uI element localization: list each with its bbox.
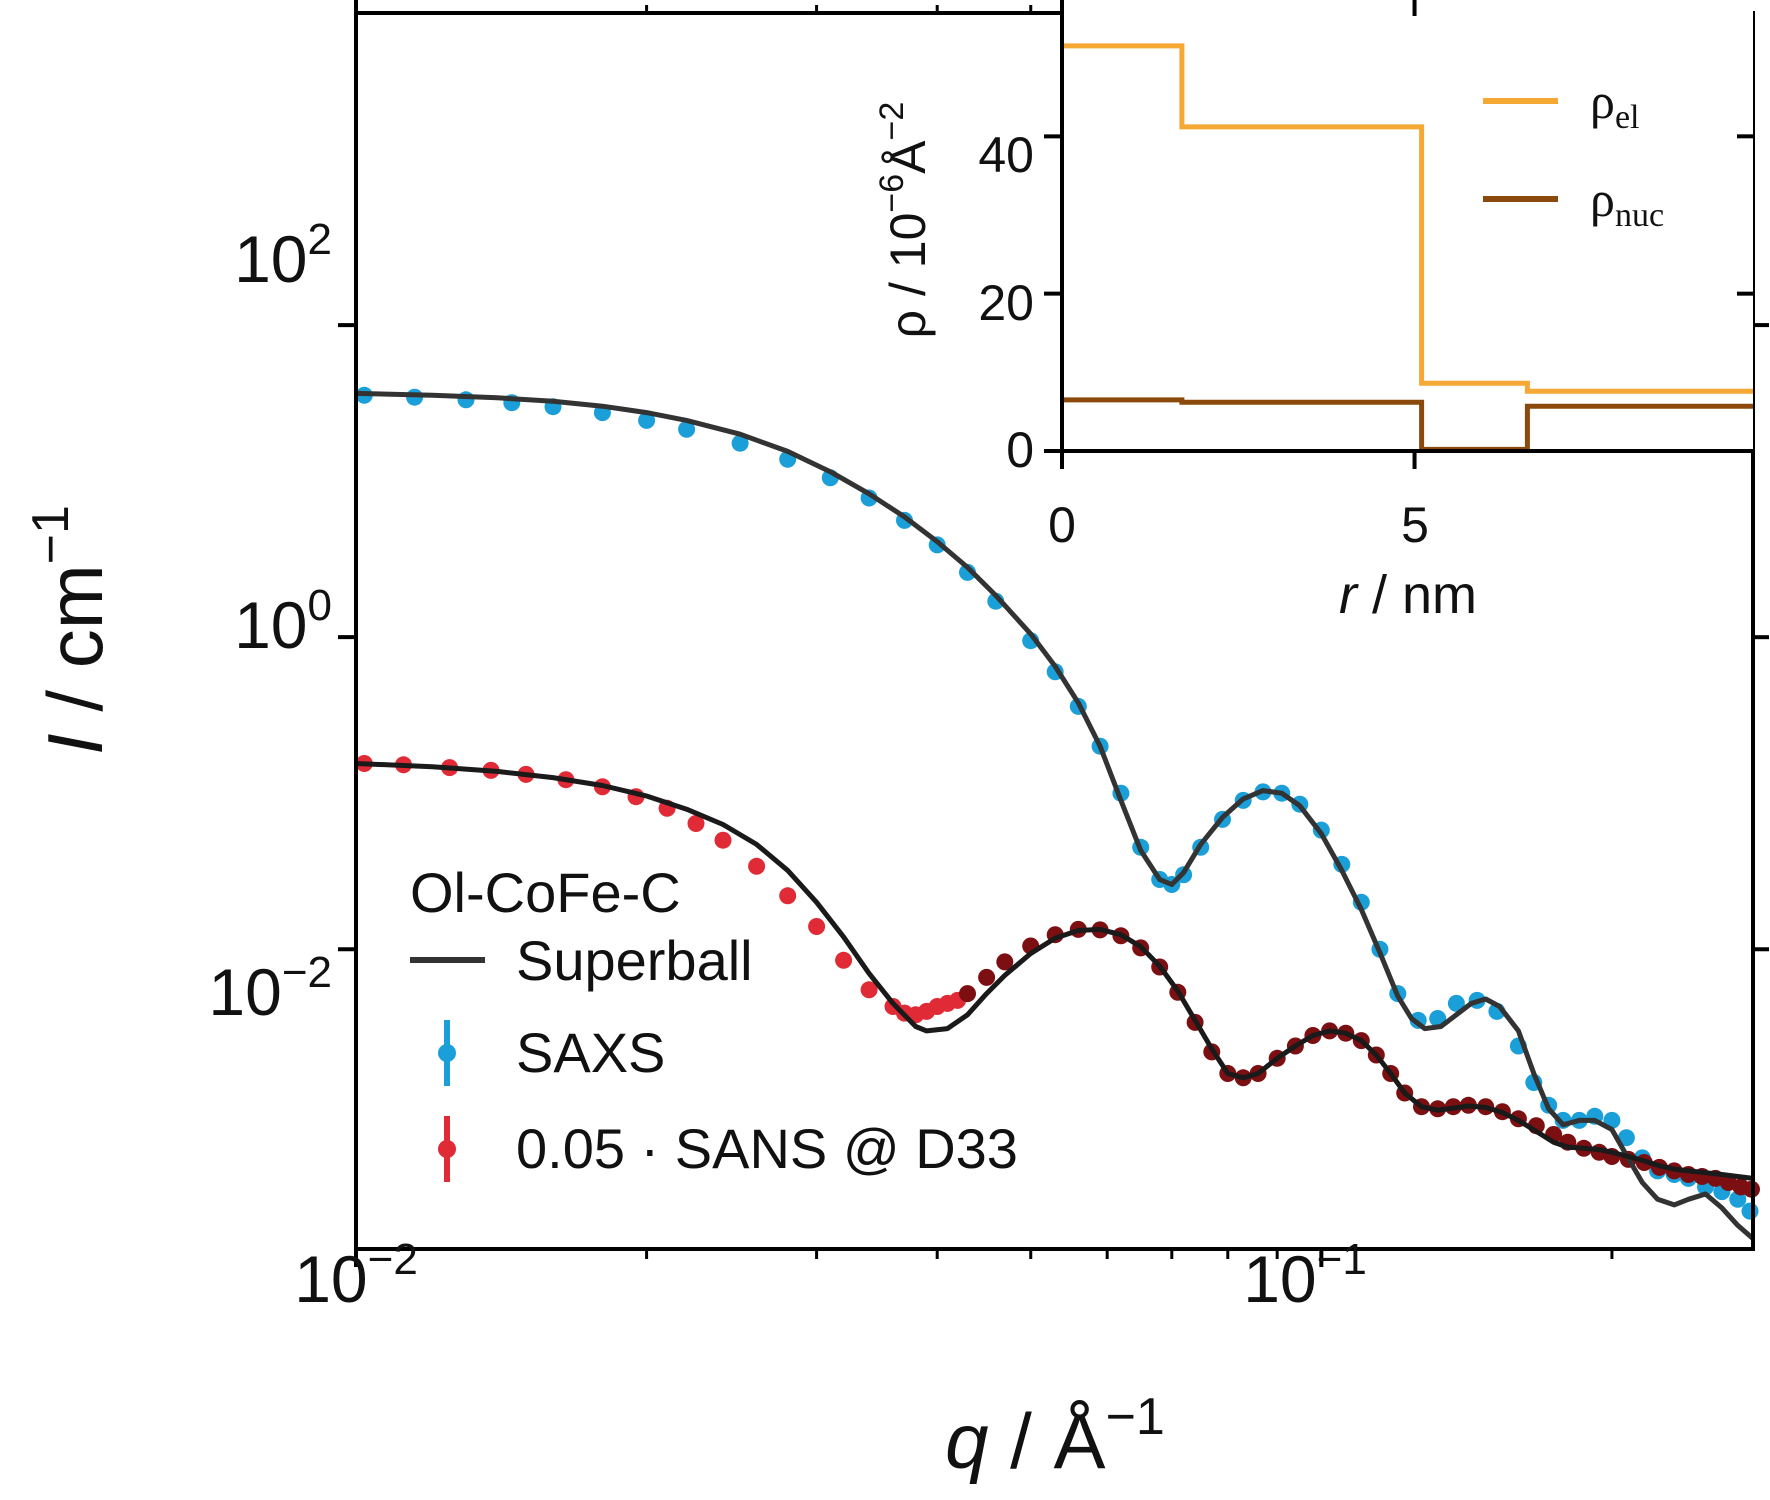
inset-legend-label-nuc: ρnuc xyxy=(1590,171,1664,234)
inset-x-tick-label: 0 xyxy=(1048,497,1076,553)
step-line-nuc xyxy=(1062,397,1753,452)
x-tick-exponent: −1 xyxy=(1317,1235,1367,1284)
inset-y-tick-label: 0 xyxy=(1006,422,1034,478)
y-tick-exponent: 2 xyxy=(308,215,332,264)
inset-x-tick-labels: 0 5 xyxy=(1048,497,1429,553)
data-point-0-05-sans-d33 xyxy=(779,887,797,905)
inset-y-axis-label: ρ / 10−6Å−2 xyxy=(873,102,936,339)
data-point-0-05-sans-d33 xyxy=(808,918,826,935)
x-tick-label: 10−2 xyxy=(294,1235,418,1316)
y-tick-label: 100 xyxy=(234,581,332,662)
main-data-layer xyxy=(355,386,1760,1241)
x-tick-exponent: −2 xyxy=(368,1235,418,1284)
inset-x-tick-label: 5 xyxy=(1401,497,1429,553)
main-x-tick-labels: 10−2 10−1 xyxy=(294,1235,1367,1316)
data-point-0-05-sans-d33 xyxy=(860,981,878,999)
data-point-0-05-sans-d33 xyxy=(748,857,766,875)
legend-label-superball: Superball xyxy=(516,929,753,992)
data-point-saxs xyxy=(678,420,696,438)
y-axis-label: I / cm−1 xyxy=(22,505,119,755)
main-legend: Ol-CoFe-C Superball SAXS 0.05 · SANS @ D… xyxy=(410,861,1018,1182)
fit-line-superball-sans- xyxy=(355,761,1754,1181)
data-point-saxs xyxy=(457,391,475,409)
data-point-saxs xyxy=(638,411,656,429)
fit-line-superball xyxy=(355,390,1755,1241)
y-tick-exponent: 0 xyxy=(308,581,332,630)
inset-y-tick-label: 40 xyxy=(978,127,1034,183)
inset-data-layer xyxy=(1062,43,1753,452)
step-line-el xyxy=(1062,43,1753,394)
data-point-0-05-sans-d33 xyxy=(835,951,853,969)
main-plot: 10−2 10−1 102 100 10−2 q / Å−1 I / cm−1 … xyxy=(22,0,1769,1485)
data-point-0-05-sans-d33 xyxy=(687,815,705,832)
main-y-tick-labels: 102 100 10−2 xyxy=(208,215,332,1029)
legend-title: Ol-CoFe-C xyxy=(410,861,681,924)
data-point-0-05-sans-d33-high-q- xyxy=(978,968,996,986)
data-point-0-05-sans-d33-high-q- xyxy=(996,953,1014,971)
legend-label-saxs: SAXS xyxy=(516,1021,665,1084)
inset-y-tick-labels: 0 20 40 xyxy=(978,127,1034,478)
legend-label-sans: 0.05 · SANS @ D33 xyxy=(516,1117,1018,1180)
data-point-0-05-sans-d33 xyxy=(714,831,732,849)
legend-swatch-saxs-dot xyxy=(438,1044,456,1062)
main-plot-frame xyxy=(354,11,1755,1251)
inset-background xyxy=(1062,0,1753,451)
inset-legend-label-el: ρel xyxy=(1590,73,1640,136)
inset-plot: 0 20 40 0 5 r / nm ρ / 10−6Å−2 ρel ρnuc xyxy=(873,0,1753,625)
legend-swatch-sans-dot xyxy=(438,1140,456,1158)
inset-x-axis-label: r / nm xyxy=(1339,565,1477,625)
x-tick-label: 10−1 xyxy=(1243,1235,1367,1316)
data-point-saxs xyxy=(1617,1129,1635,1147)
data-point-saxs xyxy=(1741,1202,1759,1220)
data-point-saxs xyxy=(731,434,749,452)
x-axis-label: q / Å−1 xyxy=(945,1388,1165,1485)
inset-y-tick-label: 20 xyxy=(978,275,1034,331)
y-tick-label: 10−2 xyxy=(208,948,332,1029)
y-tick-exponent: −2 xyxy=(282,948,332,997)
data-point-saxs xyxy=(1447,994,1465,1012)
data-point-0-05-sans-d33-high-q- xyxy=(959,985,976,1003)
inset-legend: ρel ρnuc xyxy=(1483,73,1664,234)
inset-tick-layer xyxy=(1044,0,1753,469)
y-tick-label: 102 xyxy=(234,215,332,296)
